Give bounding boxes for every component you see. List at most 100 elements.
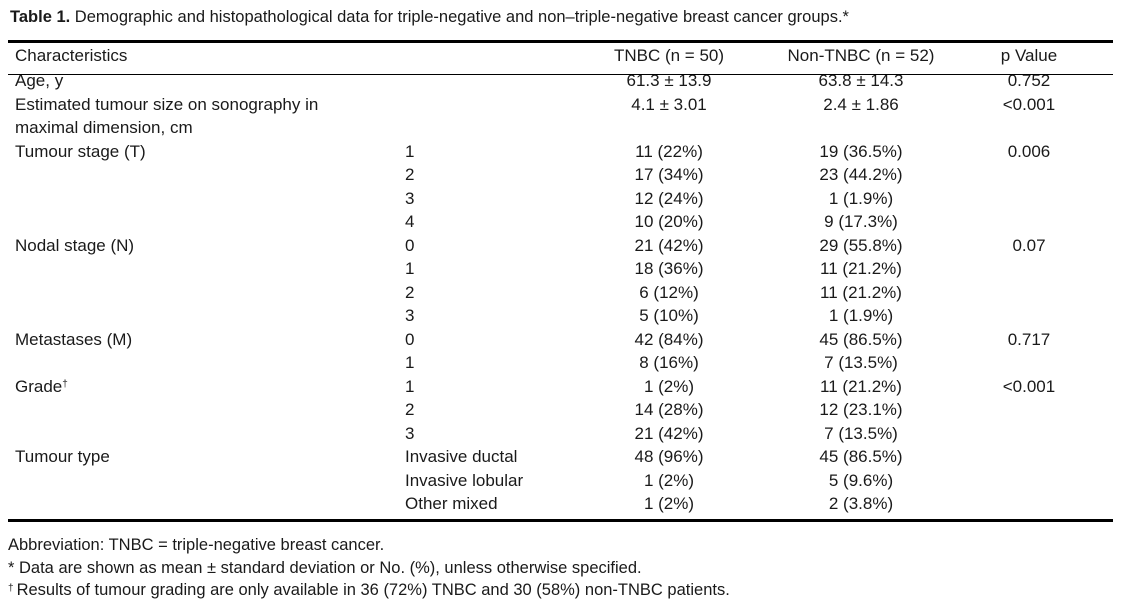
- table-row: Tumour type Invasive ductal 48 (96%) 45 (86…: [8, 445, 1113, 469]
- tnbc-cell: 1 (2%): [643, 470, 695, 490]
- p-value-cell: 0.07: [1012, 235, 1046, 255]
- dagger-mark: †: [8, 583, 14, 594]
- table-row: 2 14 (28%) 12 (23.1%): [8, 398, 1113, 422]
- data-table: Characteristics TNBC (n = 50) Non-TNBC (…: [8, 44, 1113, 516]
- table-row: 4 10 (20%) 9 (17.3%): [8, 210, 1113, 234]
- table-row: Estimated tumour size on sonography in m…: [8, 93, 1113, 140]
- tnbc-cell: 1 (2%): [643, 376, 695, 396]
- star-mark: *: [8, 558, 15, 577]
- table-row: 3 12 (24%) 1 (1.9%): [8, 187, 1113, 211]
- non-tnbc-cell: 23 (44.2%): [819, 165, 903, 184]
- tnbc-cell: 21 (42%): [634, 235, 704, 255]
- non-tnbc-cell: 45 (86.5%): [819, 447, 903, 466]
- table-notes: Abbreviation: TNBC = triple-negative bre…: [8, 534, 1113, 602]
- tnbc-cell: 1 (2%): [643, 494, 695, 513]
- category-cell: 2: [405, 400, 415, 419]
- header-tnbc: TNBC (n = 50): [613, 46, 725, 65]
- header-rule: [8, 74, 1113, 75]
- table-title: Demographic and histopathological data f…: [70, 8, 849, 26]
- header-non-tnbc: Non-TNBC (n = 52): [787, 46, 935, 65]
- table-label: Table 1.: [10, 8, 71, 26]
- non-tnbc-cell: 63.8 ± 14.3: [818, 71, 904, 90]
- non-tnbc-cell: 7 (13.5%): [824, 353, 898, 372]
- category-cell: Other mixed: [405, 494, 498, 513]
- table-row: Other mixed 1 (2%) 2 (3.8%): [8, 492, 1113, 516]
- table-body: Age, y 61.3 ± 13.9 63.8 ± 14.3 0.752 Estimat…: [8, 69, 1113, 516]
- category-cell: 1: [405, 353, 415, 372]
- table-row: 3 21 (42%) 7 (13.5%): [8, 422, 1113, 446]
- category-cell: 0: [405, 235, 415, 255]
- category-cell: 3: [405, 188, 415, 208]
- characteristic-cell: Metastases (M): [15, 329, 133, 349]
- data-note: * Data are shown as mean ± standard devi…: [8, 557, 1113, 580]
- table-row: 2 17 (34%) 23 (44.2%): [8, 163, 1113, 187]
- table-row: Age, y 61.3 ± 13.9 63.8 ± 14.3 0.752: [8, 69, 1113, 93]
- non-tnbc-cell: 2 (3.8%): [828, 494, 894, 513]
- characteristic-cell: Nodal stage (N): [15, 235, 135, 255]
- category-cell: 3: [405, 306, 415, 325]
- non-tnbc-cell: 5 (9.6%): [828, 470, 894, 490]
- characteristic-cell: Tumour stage (T): [15, 141, 146, 161]
- table-row: 1 18 (36%) 11 (21.2%): [8, 257, 1113, 281]
- tnbc-cell: 12 (24%): [634, 188, 704, 208]
- table-row: 2 6 (12%) 11 (21.2%): [8, 281, 1113, 305]
- data-note-text: Data are shown as mean ± standard deviat…: [14, 558, 642, 577]
- non-tnbc-cell: 2.4 ± 1.86: [823, 94, 899, 114]
- bottom-rule: [8, 519, 1113, 522]
- category-cell: 1: [405, 141, 415, 161]
- table-row: Grade† 1 1 (2%) 11 (21.2%) <0.001: [8, 375, 1113, 399]
- table-row: Tumour stage (T) 1 11 (22%) 19 (36.5%) 0.006: [8, 140, 1113, 164]
- header-characteristics: Characteristics: [15, 46, 128, 65]
- p-value-cell: <0.001: [1002, 94, 1056, 114]
- tnbc-cell: 4.1 ± 3.01: [631, 94, 707, 114]
- table-row: Metastases (M) 0 42 (84%) 45 (86.5%) 0.717: [8, 328, 1113, 352]
- non-tnbc-cell: 7 (13.5%): [824, 423, 898, 443]
- tnbc-cell: 5 (10%): [639, 306, 699, 325]
- top-rule: [8, 40, 1113, 43]
- non-tnbc-cell: 1 (1.9%): [828, 306, 894, 325]
- grading-note-text: Results of tumour grading are only avail…: [16, 581, 730, 599]
- category-cell: Invasive lobular: [405, 470, 524, 490]
- table-caption: Table 1. Demographic and histopathologic…: [10, 6, 1115, 28]
- non-tnbc-cell: 11 (21.2%): [820, 259, 902, 278]
- table-row: Invasive lobular 1 (2%) 5 (9.6%): [8, 469, 1113, 493]
- non-tnbc-cell: 11 (21.2%): [820, 376, 902, 396]
- category-cell: 1: [405, 259, 415, 278]
- category-cell: 0: [405, 329, 415, 349]
- non-tnbc-cell: 29 (55.8%): [819, 235, 903, 255]
- tnbc-cell: 6 (12%): [639, 282, 699, 302]
- table-row: 1 8 (16%) 7 (13.5%): [8, 351, 1113, 375]
- tnbc-cell: 42 (84%): [634, 329, 704, 349]
- tnbc-cell: 48 (96%): [634, 447, 704, 466]
- category-cell: 2: [405, 282, 415, 302]
- non-tnbc-cell: 45 (86.5%): [819, 329, 903, 349]
- table-row: Nodal stage (N) 0 21 (42%) 29 (55.8%) 0.07: [8, 234, 1113, 258]
- characteristic-cell: Estimated tumour size on sonography in m…: [15, 94, 319, 138]
- tnbc-cell: 14 (28%): [634, 400, 704, 419]
- tnbc-cell: 17 (34%): [634, 165, 704, 184]
- tnbc-cell: 18 (36%): [634, 259, 704, 278]
- category-cell: 2: [405, 165, 415, 184]
- characteristic-cell: Grade†: [15, 375, 375, 399]
- p-value-cell: 0.752: [1007, 71, 1051, 90]
- grading-note: † Results of tumour grading are only avai…: [8, 579, 1113, 602]
- header-p-value: p Value: [1000, 46, 1058, 65]
- category-cell: 1: [405, 376, 415, 396]
- characteristic-cell: Age, y: [15, 71, 64, 90]
- p-value-cell: <0.001: [1002, 376, 1056, 396]
- non-tnbc-cell: 1 (1.9%): [828, 188, 894, 208]
- tnbc-cell: 10 (20%): [634, 212, 704, 231]
- table-header-row: Characteristics TNBC (n = 50) Non-TNBC (…: [8, 44, 1113, 69]
- non-tnbc-cell: 19 (36.5%): [819, 141, 903, 161]
- dagger-footnote-mark: †: [62, 378, 68, 390]
- category-cell: Invasive ductal: [405, 447, 518, 466]
- p-value-cell: 0.717: [1007, 329, 1051, 349]
- non-tnbc-cell: 9 (17.3%): [824, 212, 898, 231]
- category-cell: 4: [405, 212, 415, 231]
- tnbc-cell: 8 (16%): [639, 353, 699, 372]
- tnbc-cell: 11 (22%): [635, 141, 703, 161]
- abbreviation-note: Abbreviation: TNBC = triple-negative bre…: [8, 536, 385, 554]
- non-tnbc-cell: 11 (21.2%): [820, 282, 902, 302]
- table-row: 3 5 (10%) 1 (1.9%): [8, 304, 1113, 328]
- tnbc-cell: 61.3 ± 13.9: [626, 71, 712, 90]
